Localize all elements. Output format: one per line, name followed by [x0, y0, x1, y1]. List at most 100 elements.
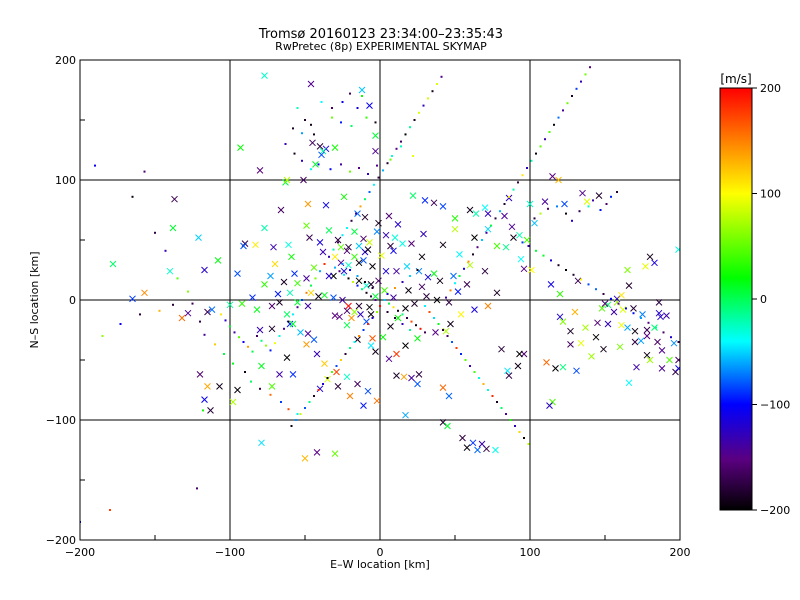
data-point-cross — [444, 422, 451, 430]
data-point-cross — [372, 348, 379, 355]
data-point-dot — [514, 425, 516, 427]
data-point-dot — [395, 147, 398, 150]
plot-frame — [79, 59, 681, 541]
data-point-cross — [399, 240, 406, 247]
data-point-dot — [313, 133, 315, 136]
data-point-cross — [252, 241, 259, 249]
data-point-dot — [442, 329, 444, 331]
data-points — [80, 66, 680, 523]
data-point-cross — [492, 446, 499, 454]
data-point-dot — [308, 401, 311, 403]
data-point-cross — [372, 293, 379, 300]
data-point-cross — [109, 260, 117, 268]
data-point-cross — [588, 353, 595, 360]
data-point-dot — [340, 163, 342, 166]
data-point-dot — [233, 331, 236, 334]
data-point-dot — [364, 281, 366, 283]
data-point-cross — [405, 287, 412, 294]
data-point-cross — [456, 251, 463, 258]
data-point-cross — [300, 176, 307, 184]
data-point-cross — [357, 311, 364, 318]
data-point-cross — [547, 281, 555, 288]
data-point-cross — [505, 372, 513, 379]
data-point-cross — [331, 144, 339, 151]
data-point-dot — [464, 359, 467, 361]
data-point-cross — [610, 308, 618, 316]
data-point-cross — [355, 242, 363, 250]
data-point-dot — [280, 401, 282, 403]
data-point-cross — [526, 200, 534, 208]
data-point-cross — [643, 332, 651, 340]
data-point-dot — [220, 313, 222, 316]
data-point-cross — [345, 302, 352, 310]
data-point-cross — [451, 225, 459, 233]
data-point-cross — [267, 272, 274, 280]
data-point-dot — [101, 335, 104, 337]
data-point-cross — [631, 338, 639, 346]
data-point-dot — [292, 127, 294, 130]
data-point-cross — [624, 266, 631, 274]
data-point-dot — [274, 342, 276, 345]
data-point-cross — [631, 327, 639, 335]
data-point-cross — [651, 259, 658, 267]
data-point-dot — [203, 333, 206, 336]
data-point-cross — [315, 293, 322, 300]
data-point-dot — [244, 371, 246, 373]
data-point-cross — [517, 255, 525, 263]
data-point-dot — [410, 320, 413, 323]
data-point-dot — [605, 203, 608, 205]
data-point-dot — [164, 249, 167, 252]
data-point-cross — [291, 270, 298, 277]
data-point-cross — [184, 309, 192, 317]
data-point-dot — [539, 145, 542, 148]
axis-ticks: −200−200 −100 −100 0 0 100 100 200 200 — [46, 54, 691, 559]
data-point-dot — [356, 275, 359, 277]
data-point-cross — [616, 343, 624, 351]
data-point-dot — [337, 241, 339, 244]
data-point-dot — [499, 210, 501, 213]
data-point-cross — [361, 213, 369, 221]
data-point-dot — [139, 313, 141, 316]
data-point-dot — [131, 195, 134, 198]
data-point-dot — [467, 260, 470, 263]
data-point-cross — [493, 242, 501, 250]
data-point-cross — [343, 373, 351, 381]
data-point-cross — [411, 300, 418, 307]
data-point-cross — [319, 147, 327, 155]
data-point-dot — [260, 339, 263, 342]
data-point-dot — [572, 273, 575, 276]
data-point-dot — [433, 317, 435, 319]
data-point-dot — [437, 323, 440, 325]
data-point-dot — [265, 344, 267, 347]
data-point-dot — [394, 287, 396, 289]
data-point-cross — [579, 189, 586, 197]
data-point-cross — [514, 362, 522, 370]
data-point-cross — [337, 243, 345, 251]
data-point-dot — [469, 365, 471, 367]
data-point-dot — [617, 302, 620, 305]
data-point-cross — [403, 263, 411, 270]
data-point-dot — [359, 205, 362, 208]
data-point-cross — [670, 339, 678, 347]
data-point-cross — [624, 324, 631, 331]
data-point-cross — [303, 275, 310, 282]
data-point-cross — [651, 324, 658, 331]
data-point-dot — [508, 195, 510, 198]
data-point-cross — [478, 440, 486, 448]
data-point-dot — [544, 138, 546, 141]
data-point-cross — [166, 267, 174, 275]
data-point-cross — [439, 384, 447, 391]
data-point-cross — [450, 272, 457, 280]
data-point-cross — [637, 337, 645, 345]
data-point-dot — [404, 133, 407, 136]
colorbar-tick-label: 0 — [760, 293, 767, 306]
data-point-cross — [339, 296, 346, 304]
data-point-dot — [518, 431, 521, 433]
data-point-dot — [331, 107, 333, 109]
data-point-dot — [416, 269, 419, 271]
data-point-cross — [286, 289, 294, 297]
data-point-cross — [366, 102, 373, 109]
data-point-cross — [289, 371, 297, 378]
data-point-cross — [571, 308, 579, 316]
